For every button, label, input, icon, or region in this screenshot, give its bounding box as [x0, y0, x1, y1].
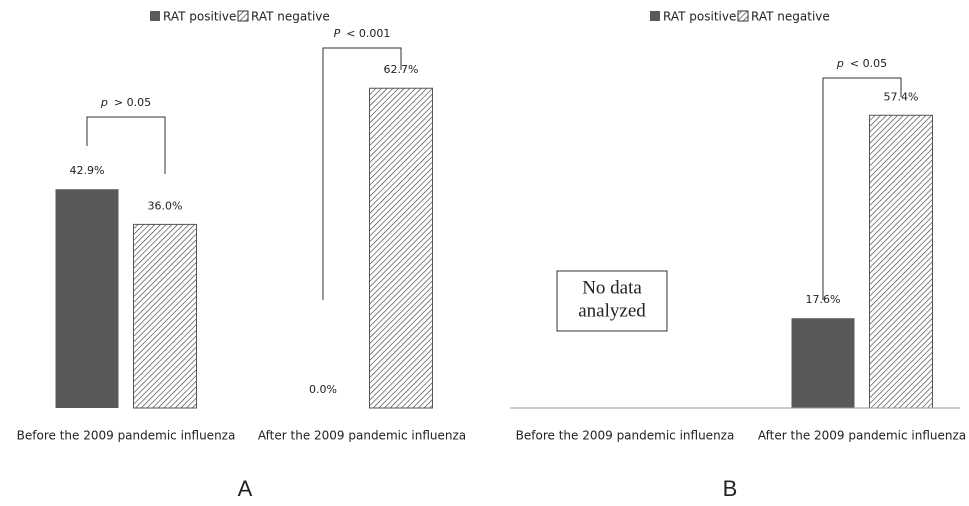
panel-label: B [723, 476, 738, 501]
p-text: < 0.001 [346, 27, 390, 40]
value-label: 0.0% [309, 383, 337, 396]
note-text: analyzed [578, 300, 646, 321]
legend-swatch [150, 11, 160, 21]
legend-swatch [737, 10, 749, 22]
x-tick-label: After the 2009 pandemic influenza [258, 429, 466, 443]
value-label: 36.0% [148, 199, 183, 212]
significance-label: P < 0.001 [334, 27, 391, 40]
bar [869, 114, 933, 409]
p-symbol: p [836, 57, 844, 70]
legend-swatch [237, 10, 249, 22]
p-text: < 0.05 [850, 57, 887, 70]
x-tick-label: Before the 2009 pandemic influenza [17, 429, 236, 443]
x-tick-label: Before the 2009 pandemic influenza [516, 429, 735, 443]
significance-bracket [822, 77, 902, 300]
x-tick-label: After the 2009 pandemic influenza [758, 429, 966, 443]
note-box [556, 270, 668, 332]
bar [133, 223, 197, 409]
legend-label: RAT negative [751, 10, 830, 24]
legend-label: RAT positive [163, 10, 236, 24]
legend-label: RAT positive [663, 10, 736, 24]
p-symbol: P [334, 27, 341, 40]
bar [55, 189, 119, 408]
bar [791, 318, 855, 408]
significance-bracket [322, 47, 402, 300]
significance-bracket [86, 116, 166, 174]
value-label: 42.9% [70, 164, 105, 177]
note-text: No data [582, 277, 642, 298]
p-symbol: p [100, 96, 108, 109]
bar [369, 87, 433, 409]
significance-label: p > 0.05 [100, 96, 151, 109]
legend-swatch [650, 11, 660, 21]
significance-label: p < 0.05 [836, 57, 887, 70]
legend-label: RAT negative [251, 10, 330, 24]
p-text: > 0.05 [114, 96, 151, 109]
panel-label: A [238, 476, 253, 501]
